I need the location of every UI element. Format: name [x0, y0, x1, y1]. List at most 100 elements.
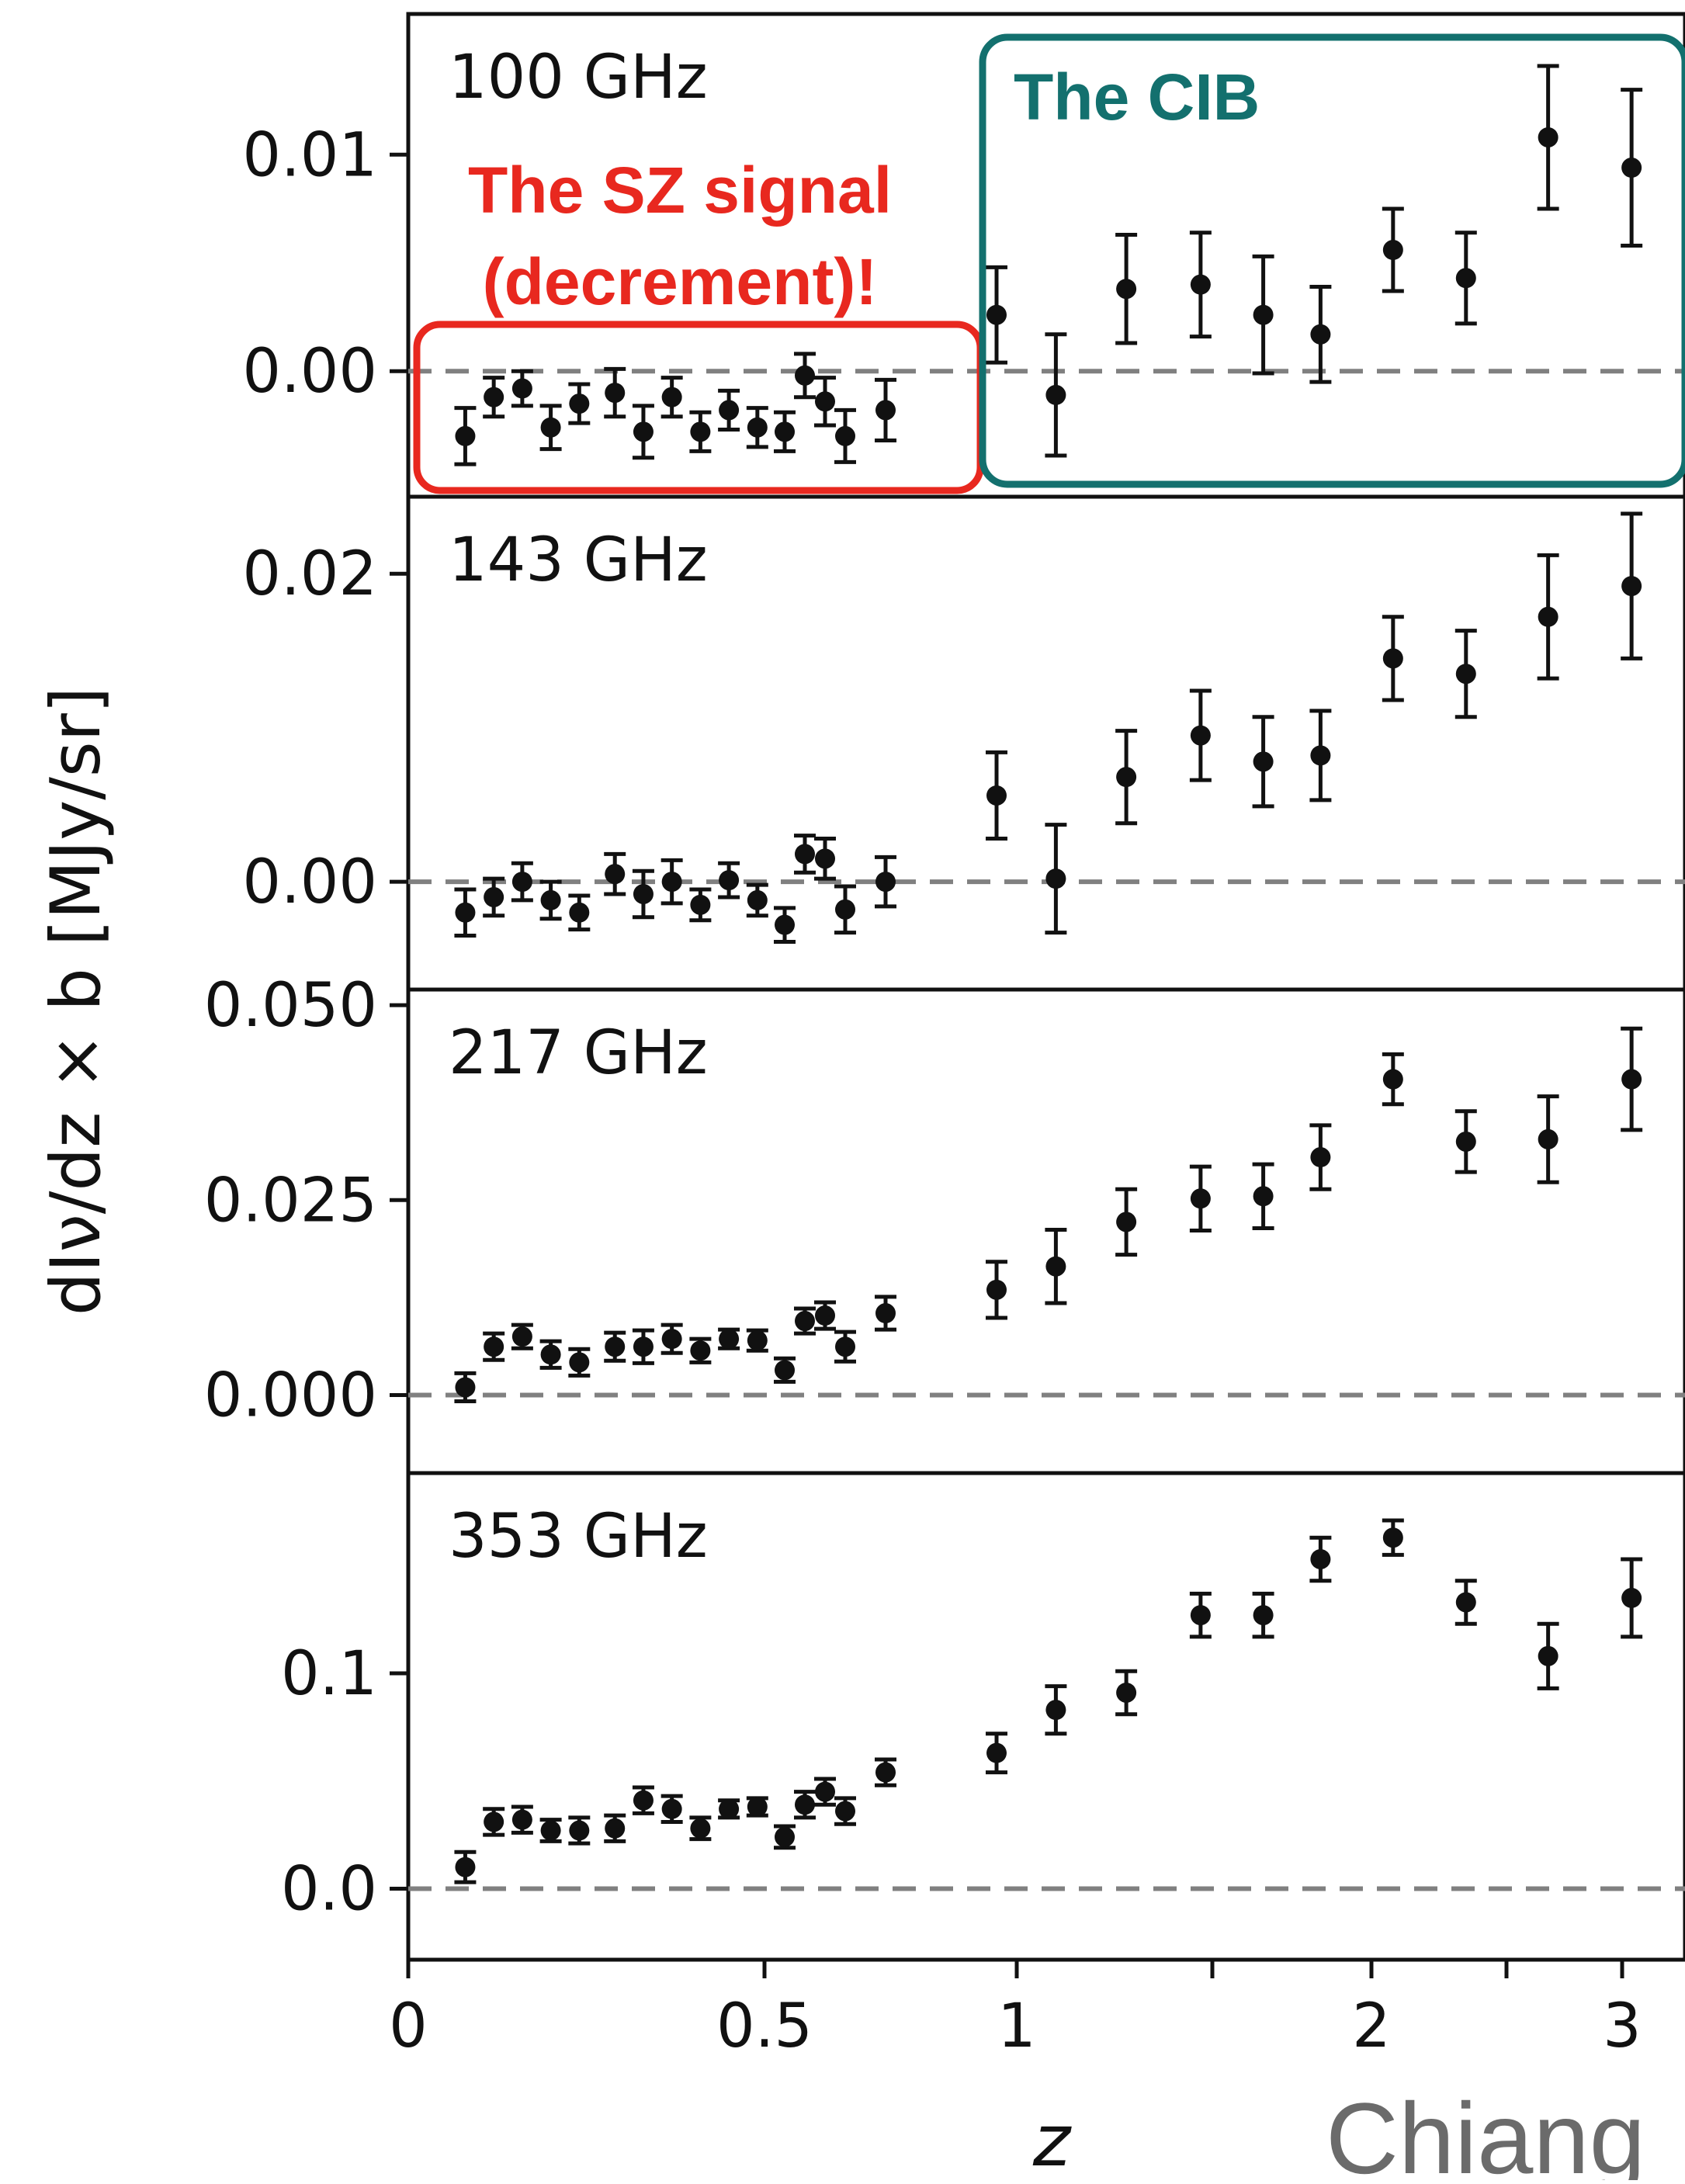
data-point [1382, 1527, 1403, 1548]
x-axis: 0 0.5 1 2 3 [389, 1960, 1642, 2061]
data-point [747, 417, 768, 438]
data-point [815, 391, 835, 412]
y-tick-label: 0.00 [242, 848, 377, 917]
data-point [633, 421, 654, 442]
data-point [484, 387, 504, 407]
x-axis-label: z [1032, 2099, 1072, 2180]
data-point [775, 421, 795, 442]
sz-annotation-line2: (decrement)! [483, 245, 878, 318]
data-point [1045, 384, 1066, 405]
data-point [795, 1311, 815, 1332]
data-point [605, 1818, 626, 1839]
data-point [775, 1360, 795, 1381]
data-point [484, 1811, 504, 1832]
data-point [719, 870, 740, 891]
x-tick-label: 1 [997, 1992, 1036, 2061]
data-point [1310, 745, 1331, 766]
data-point [1190, 1188, 1211, 1209]
data-point [1455, 1131, 1476, 1152]
data-point [875, 872, 896, 893]
data-point [540, 889, 561, 910]
sz-annotation-box [413, 321, 984, 494]
data-point [795, 1794, 815, 1815]
data-point [484, 1336, 504, 1357]
data-point [690, 421, 711, 442]
data-point [1045, 868, 1066, 889]
data-point [605, 1336, 626, 1357]
data-point [1253, 304, 1274, 325]
data-point [875, 1762, 896, 1783]
data-point [835, 425, 855, 446]
panel-1: 0.00 0.01 100 GHz [242, 12, 1685, 499]
y-tick-label: 0.050 [204, 971, 377, 1041]
data-point [795, 365, 815, 386]
data-point [875, 1303, 896, 1324]
panel-label: 143 GHz [449, 525, 708, 595]
data-point [690, 1340, 711, 1361]
data-point [569, 902, 590, 923]
data-point [540, 1820, 561, 1841]
data-point [540, 1344, 561, 1365]
y-tick-label: 0.02 [242, 539, 377, 609]
data-point [986, 1279, 1007, 1300]
data-point [455, 1856, 476, 1877]
data-point [1310, 324, 1331, 345]
data-point [815, 1305, 835, 1326]
data-point [719, 1329, 740, 1350]
data-point [1045, 1256, 1066, 1277]
data-point [775, 1826, 795, 1847]
data-point [455, 1377, 476, 1398]
data-point [1538, 606, 1558, 627]
data-point [540, 417, 561, 438]
y-tick-label: 0.1 [281, 1639, 377, 1709]
data-point [511, 1809, 532, 1830]
data-point [1253, 751, 1274, 772]
data-point [1382, 240, 1403, 261]
data-point [747, 1330, 768, 1351]
data-point [986, 304, 1007, 325]
data-point [661, 1329, 682, 1350]
data-point [511, 872, 532, 893]
x-tick-label: 2 [1352, 1992, 1391, 2061]
data-point [1621, 1069, 1642, 1090]
data-point [1253, 1605, 1274, 1626]
data-point [835, 1336, 855, 1357]
data-point [1310, 1548, 1331, 1569]
data-point [795, 844, 815, 865]
data-point [484, 886, 504, 907]
data-point [1116, 1682, 1137, 1703]
data-point [986, 1742, 1007, 1763]
y-tick-label: 0.01 [242, 120, 377, 190]
y-tick-label: 0.025 [204, 1166, 377, 1236]
x-tick-label: 0.5 [716, 1992, 813, 2061]
panel-frame [406, 1471, 1685, 1962]
data-point [1538, 1128, 1558, 1149]
y-tick-label: 0.00 [242, 337, 377, 407]
data-point [1621, 576, 1642, 597]
data-point [1045, 1700, 1066, 1721]
data-point [690, 1818, 711, 1839]
y-tick-label: 0.0 [281, 1854, 377, 1924]
data-point [1455, 268, 1476, 289]
data-point [815, 848, 835, 869]
panel-2: 0.00 0.02 143 GHz [242, 494, 1685, 992]
data-point [633, 883, 654, 904]
data-point [511, 378, 532, 399]
data-point [605, 383, 626, 404]
data-point [1190, 725, 1211, 746]
data-point [1253, 1186, 1274, 1207]
data-point [835, 1801, 855, 1822]
data-point [1116, 279, 1137, 300]
data-point [835, 899, 855, 920]
data-point [1621, 1587, 1642, 1608]
data-point [775, 914, 795, 935]
data-point [986, 785, 1007, 806]
data-point [605, 864, 626, 885]
data-point [511, 1326, 532, 1347]
data-point [1190, 1605, 1211, 1626]
sz-annotation-line1: The SZ signal [468, 154, 892, 227]
y-axis-label: dIν/dz × b [MJy/sr] [36, 687, 116, 1316]
data-point [455, 425, 476, 446]
